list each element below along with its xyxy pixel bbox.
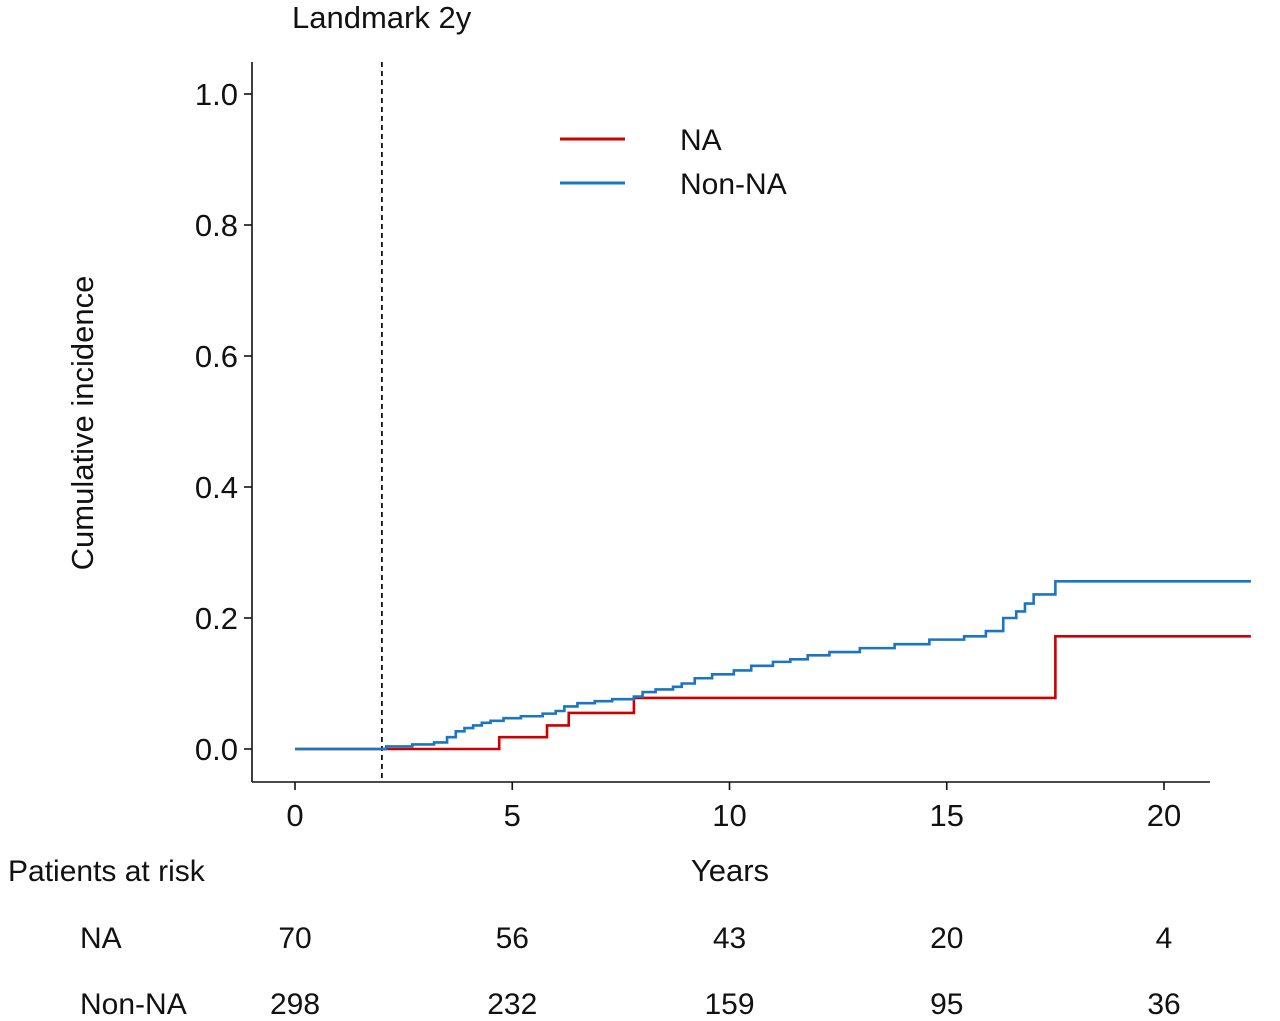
landmark-label: Landmark 2y: [292, 0, 472, 35]
y-tick-label: 0.4: [195, 470, 238, 505]
risk-count: 20: [930, 922, 963, 955]
risk-count: 159: [704, 988, 754, 1021]
risk-row-label: NA: [80, 922, 122, 955]
risk-count: 56: [496, 922, 529, 955]
y-axis-title: Cumulative incidence: [65, 276, 100, 571]
y-tick-label: 1.0: [195, 77, 238, 112]
risk-row-label: Non-NA: [80, 988, 187, 1021]
risk-count: 4: [1156, 922, 1173, 955]
y-tick-label: 0.2: [195, 601, 238, 636]
risk-table-title: Patients at risk: [8, 855, 206, 888]
x-tick-label: 5: [504, 798, 521, 833]
y-tick-label: 0.0: [195, 732, 238, 767]
x-tick-label: 15: [930, 798, 964, 833]
legend-label-non-na: Non-NA: [680, 168, 787, 201]
risk-count: 95: [930, 988, 963, 1021]
risk-count: 298: [270, 988, 320, 1021]
tick-labels: 0.0 0.2 0.4 0.6 0.8 1.0 0 5 10 15 20: [195, 77, 1181, 833]
x-tick-label: 0: [286, 798, 303, 833]
legend: NA Non-NA: [560, 124, 787, 201]
x-tick-label: 10: [712, 798, 746, 833]
series-line-non-na: [295, 580, 1251, 751]
y-tick-label: 0.8: [195, 208, 238, 243]
x-axis-title: Years: [691, 853, 769, 888]
legend-label-na: NA: [680, 124, 722, 157]
risk-count: 70: [278, 922, 311, 955]
series-layer: [295, 62, 1251, 782]
risk-count: 36: [1147, 988, 1180, 1021]
x-tick-label: 20: [1147, 798, 1181, 833]
axes: [244, 62, 1210, 790]
y-tick-label: 0.6: [195, 339, 238, 374]
risk-count: 232: [487, 988, 537, 1021]
series-line-na: [295, 635, 1251, 751]
risk-count: 43: [713, 922, 746, 955]
risk-table: Patients at risk NA 70 56 43 20 4 Non-NA 298 232 1…: [8, 855, 1181, 1021]
